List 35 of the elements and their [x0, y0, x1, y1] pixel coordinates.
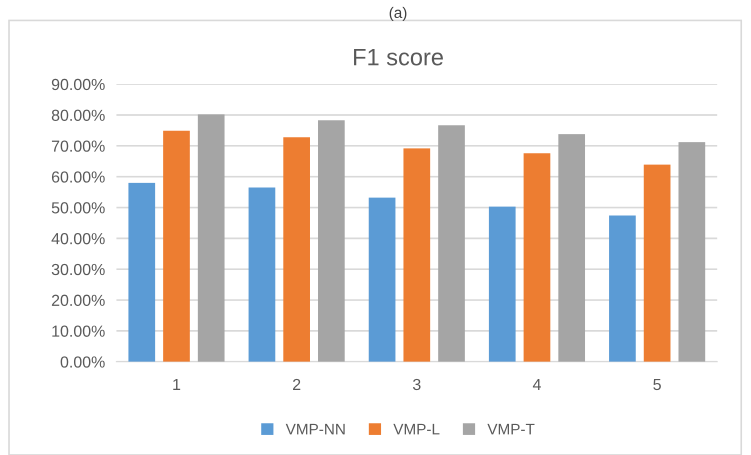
y-tick-label: 80.00%: [52, 110, 105, 121]
bar: [248, 187, 276, 362]
bar: [368, 198, 396, 362]
bar: [403, 148, 430, 362]
y-tick-label: 30.00%: [52, 264, 105, 276]
x-tick-label: 5: [653, 378, 661, 390]
bar: [198, 114, 225, 362]
bar: [524, 153, 550, 362]
y-tick-label: 90.00%: [52, 78, 105, 90]
x-tick-label: 4: [532, 378, 541, 390]
bar: [644, 164, 670, 362]
chart-title: F1 score: [354, 49, 443, 66]
y-tick-label: 0.00%: [60, 356, 105, 368]
bar: [318, 120, 345, 362]
bar: [128, 182, 156, 362]
y-tick-label: 70.00%: [52, 140, 105, 152]
y-tick-label: 60.00%: [52, 171, 105, 183]
bar: [488, 206, 516, 362]
legend-label: VMP-NN: [286, 424, 345, 434]
bar: [678, 142, 706, 362]
text: (a): [390, 6, 406, 22]
x-tick-label: 2: [293, 378, 300, 390]
x-tick-label: 3: [412, 378, 421, 390]
x-tick-label: 1: [173, 378, 180, 390]
bar: [163, 130, 190, 362]
legend-label: VMP-T: [487, 424, 535, 434]
bar: [438, 125, 465, 362]
bar: [558, 134, 586, 362]
y-tick-label: 10.00%: [52, 326, 105, 337]
legend-label: VMP-L: [393, 424, 440, 434]
y-tick-label: 50.00%: [52, 202, 105, 214]
y-tick-label: 40.00%: [51, 233, 105, 244]
bar: [283, 137, 310, 362]
y-tick-label: 20.00%: [52, 294, 105, 306]
bar: [609, 216, 636, 362]
